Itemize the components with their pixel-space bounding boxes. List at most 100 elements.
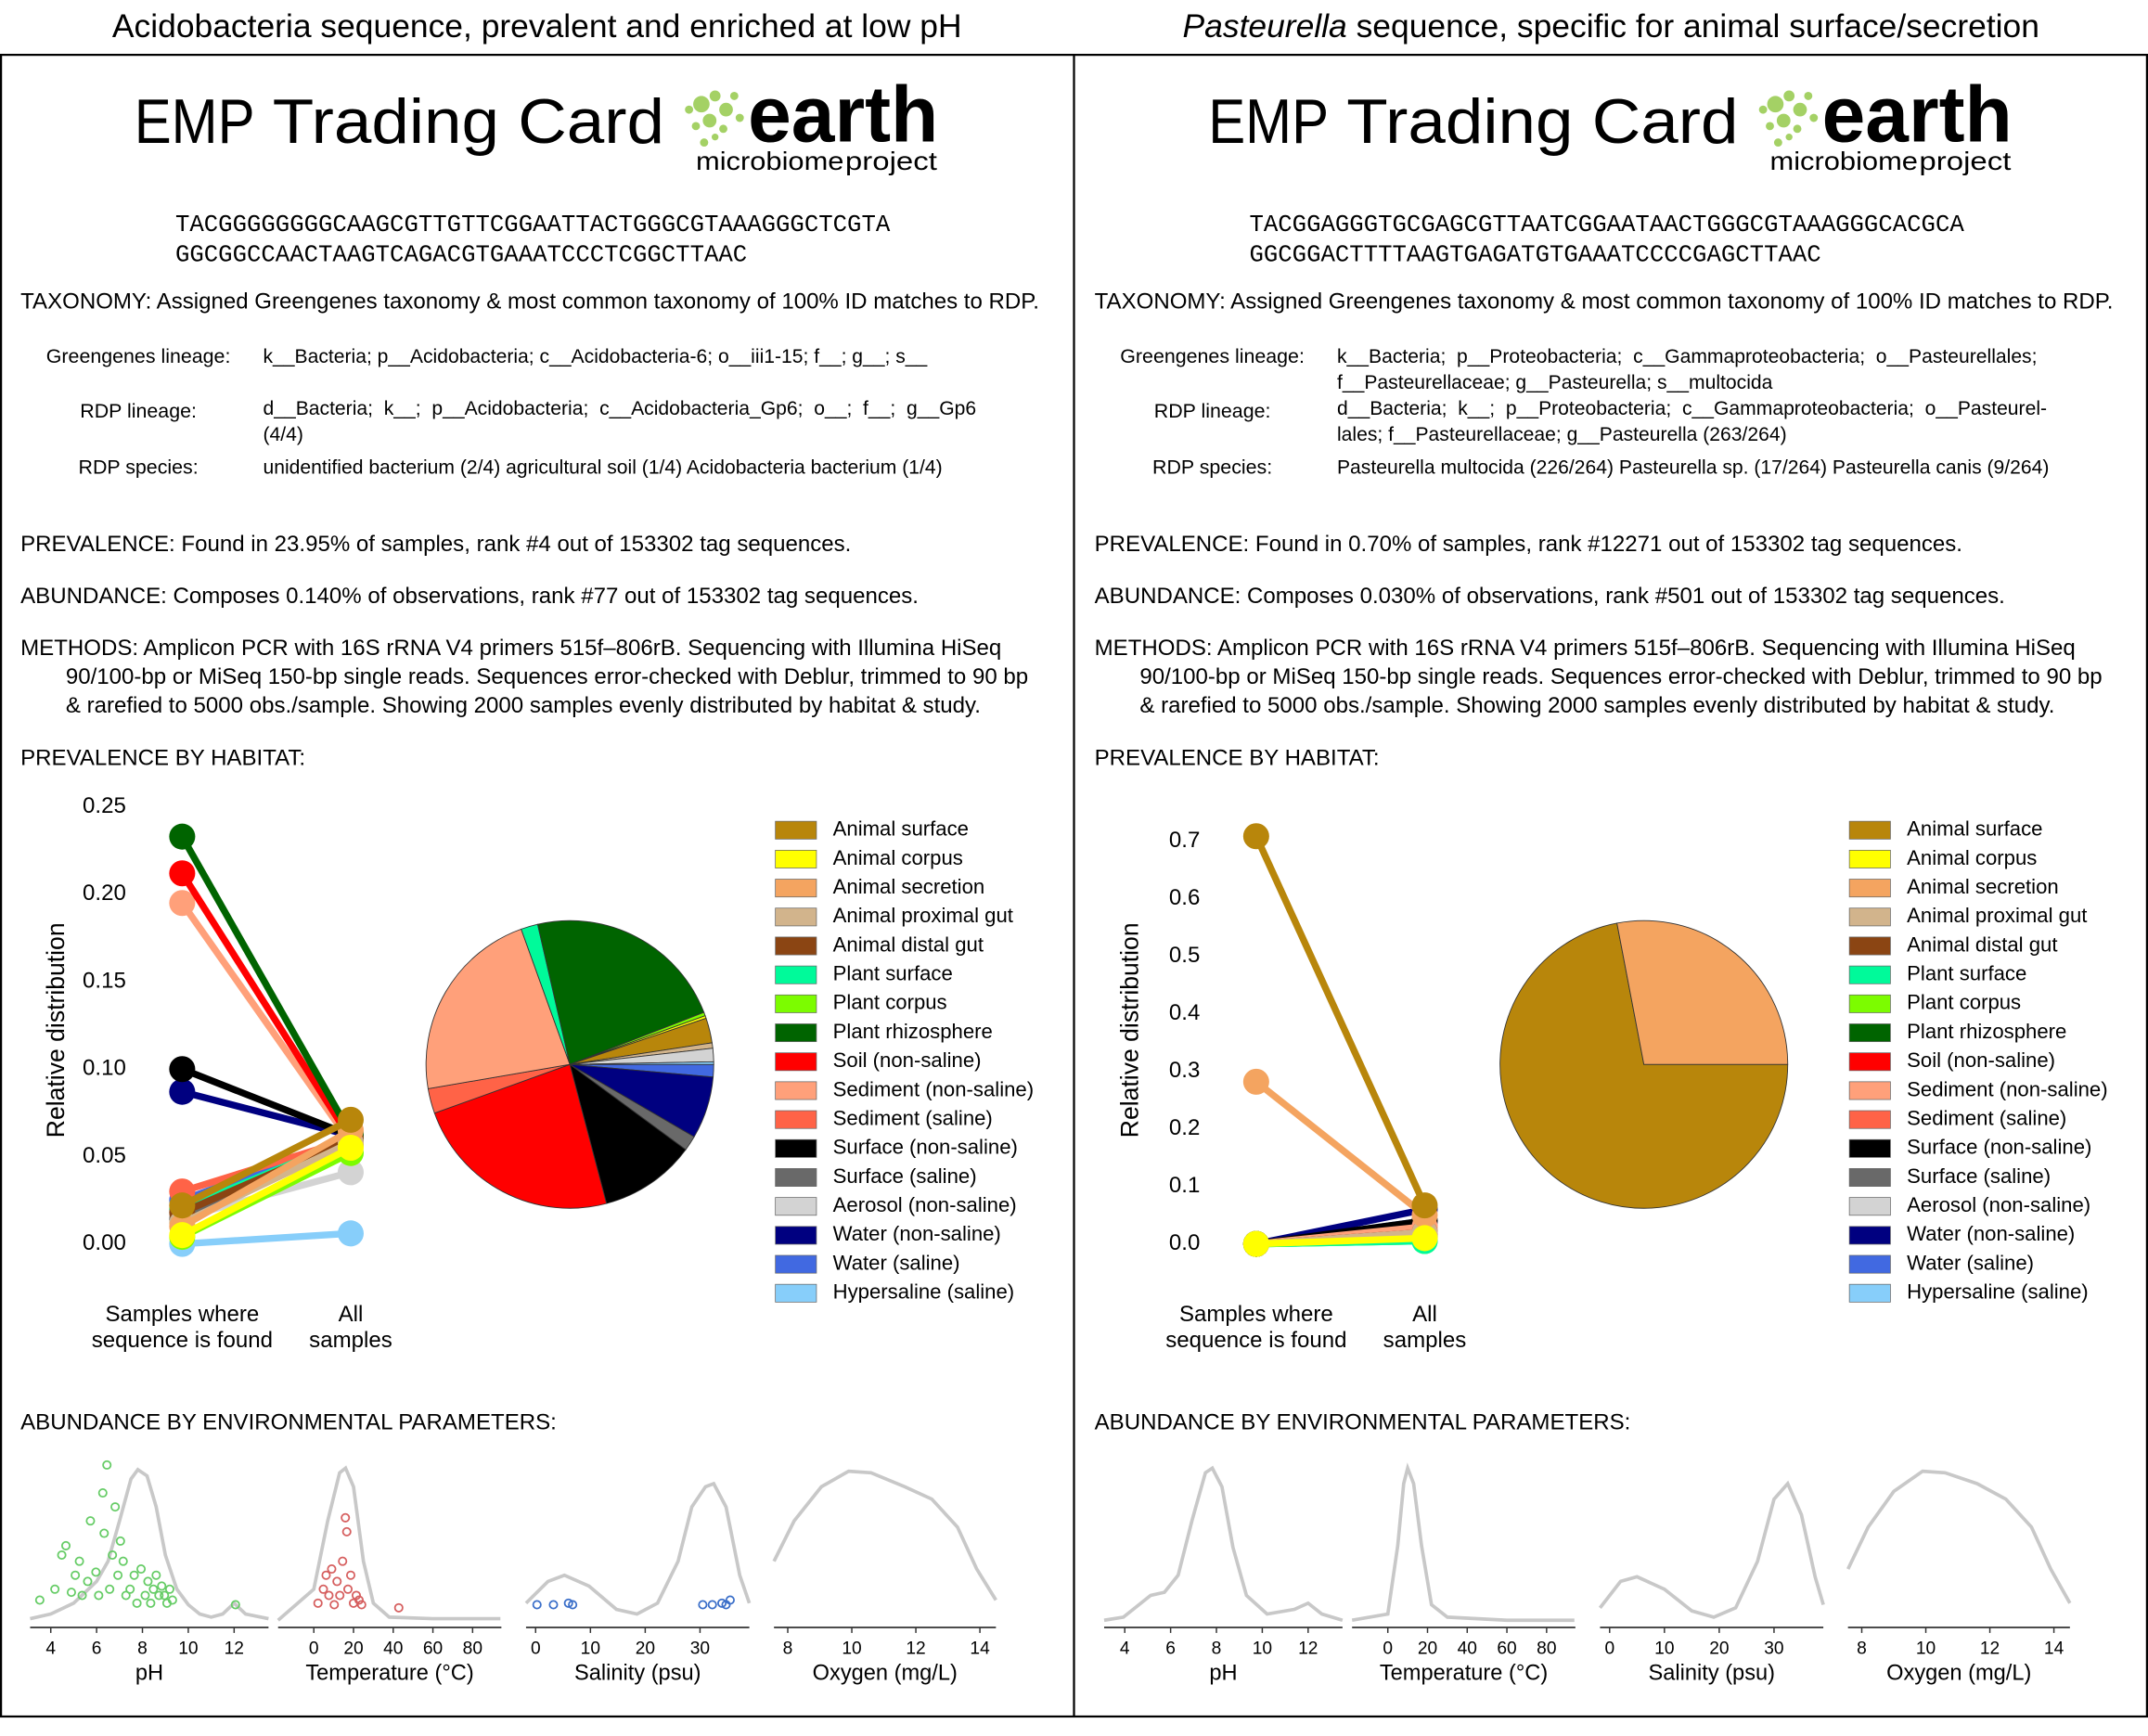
x-tick-label: 30 bbox=[690, 1640, 710, 1659]
abundance-point bbox=[105, 1584, 115, 1594]
legend-swatch bbox=[1848, 820, 1891, 840]
lineage-label: RDP species: bbox=[1152, 457, 1272, 479]
abundance-point bbox=[108, 1550, 118, 1560]
legend-swatch bbox=[1848, 965, 1891, 984]
abundance-point bbox=[717, 1598, 727, 1608]
globe-dot bbox=[1804, 91, 1813, 100]
card: Pasteurella sequence, specific for anima… bbox=[1095, 7, 2114, 1685]
legend-swatch bbox=[775, 820, 817, 840]
lineage-value: (4/4) bbox=[263, 424, 302, 445]
abundance-point bbox=[324, 1590, 334, 1601]
x-tick-label: 4 bbox=[1120, 1640, 1130, 1659]
series-line bbox=[182, 1229, 352, 1248]
legend-swatch bbox=[1848, 1226, 1891, 1245]
abundance-point bbox=[329, 1600, 340, 1610]
lineage-value: lales; f__Pasteurellaceae; g__Pasteurell… bbox=[1337, 424, 1787, 445]
series-marker bbox=[1242, 823, 1269, 850]
series-marker bbox=[169, 1078, 196, 1105]
x-tick-label: Samples where bbox=[1179, 1302, 1333, 1327]
globe-dot bbox=[1783, 90, 1795, 102]
abundance-point bbox=[532, 1600, 542, 1610]
prevalence: PREVALENCE: Found in 0.70% of samples, r… bbox=[1095, 532, 1962, 557]
section-heading: PREVALENCE BY HABITAT: bbox=[20, 745, 305, 770]
x-tick-label: 12 bbox=[225, 1640, 244, 1659]
series-marker bbox=[169, 823, 196, 850]
density-chart: 4 6 8 10 12 pH bbox=[30, 1460, 269, 1685]
x-tick-label: 20 bbox=[1709, 1640, 1729, 1659]
legend-swatch bbox=[1848, 1283, 1891, 1303]
legend-label: Animal surface bbox=[833, 817, 969, 841]
pie-slice bbox=[536, 919, 705, 1065]
x-tick-label: 0 bbox=[1383, 1640, 1393, 1659]
abundance-point bbox=[85, 1516, 96, 1526]
card-heading: Acidobacteria sequence, prevalent and en… bbox=[112, 7, 962, 45]
x-tick-label: 80 bbox=[463, 1640, 482, 1659]
logo-globe bbox=[685, 90, 744, 148]
abundance-point bbox=[707, 1600, 717, 1610]
legend-swatch bbox=[1848, 907, 1891, 927]
abundance-point bbox=[99, 1528, 109, 1538]
legend-label: Water (non-saline) bbox=[1907, 1222, 2075, 1245]
density-chart: 0 10 20 30 Salinity (psu) bbox=[1598, 1480, 1825, 1685]
y-tick-label: 0.2 bbox=[1169, 1115, 1200, 1140]
x-tick-label: 10 bbox=[178, 1640, 198, 1659]
x-tick-label: 20 bbox=[636, 1640, 655, 1659]
lineage-value: d__Bacteria; k__; p__Proteobacteria; c__… bbox=[1337, 398, 2047, 419]
abundance-point bbox=[548, 1600, 559, 1610]
abundance-point bbox=[354, 1595, 365, 1605]
abundance-point bbox=[121, 1590, 131, 1601]
legend-label: Animal surface bbox=[1907, 817, 2042, 841]
globe-dot bbox=[1766, 122, 1774, 131]
legend-label: Water (non-saline) bbox=[833, 1222, 1001, 1245]
x-tick-label: All bbox=[339, 1302, 364, 1327]
legend-label: Animal secretion bbox=[1907, 875, 2059, 898]
x-tick-label: 14 bbox=[970, 1640, 990, 1659]
legend-label: Plant corpus bbox=[833, 991, 947, 1014]
series-marker bbox=[1242, 1230, 1269, 1257]
pie-slice bbox=[1616, 919, 1789, 1065]
legend-swatch bbox=[1848, 1197, 1891, 1216]
x-tick-label: 8 bbox=[137, 1640, 148, 1659]
legend-swatch bbox=[775, 907, 817, 927]
lineage-value: Pasteurella multocida (226/264) Pasteure… bbox=[1337, 457, 2049, 479]
x-axis-label: pH bbox=[1209, 1661, 1237, 1685]
methods-line: METHODS: Amplicon PCR with 16S rRNA V4 p… bbox=[20, 636, 1001, 661]
legend-label: Plant surface bbox=[833, 962, 953, 985]
logo-microbiome: microbiome bbox=[1770, 147, 1918, 175]
legend-swatch bbox=[775, 1283, 817, 1303]
density-curve bbox=[1846, 1469, 2072, 1604]
x-tick-label: sequence is found bbox=[1165, 1328, 1346, 1353]
legend-swatch bbox=[775, 849, 817, 868]
globe-dot bbox=[685, 105, 694, 114]
abundance-point bbox=[91, 1567, 101, 1577]
series-line bbox=[179, 834, 354, 1136]
series-marker bbox=[169, 890, 196, 917]
density-chart: 4 6 8 10 12 pH bbox=[1103, 1465, 1344, 1685]
legend-label: Animal proximal gut bbox=[833, 904, 1013, 927]
heading-part: Pasteurella bbox=[1183, 7, 1347, 45]
methods-line: METHODS: Amplicon PCR with 16S rRNA V4 p… bbox=[1095, 636, 2076, 661]
series-line bbox=[181, 1088, 352, 1139]
section-heading: ABUNDANCE BY ENVIRONMENTAL PARAMETERS: bbox=[1095, 1409, 1631, 1434]
abundance-point bbox=[132, 1598, 142, 1608]
density-curve bbox=[277, 1465, 501, 1622]
legend-swatch bbox=[775, 1168, 817, 1187]
y-tick-label: 0.6 bbox=[1169, 885, 1200, 910]
globe-dot bbox=[700, 138, 709, 148]
pie-slice bbox=[569, 1063, 687, 1204]
logo-microbiome: microbiome bbox=[696, 147, 843, 175]
x-tick-label: sequence is found bbox=[92, 1328, 273, 1353]
legend-label: Plant rhizosphere bbox=[1907, 1020, 2066, 1043]
y-tick-label: 0.1 bbox=[1169, 1173, 1200, 1198]
legend-label: Animal distal gut bbox=[833, 932, 984, 956]
x-tick-label: 6 bbox=[92, 1640, 102, 1659]
abundance: ABUNDANCE: Composes 0.030% of observatio… bbox=[1095, 584, 2005, 609]
prevalence: PREVALENCE: Found in 23.95% of samples, … bbox=[20, 532, 851, 557]
legend-label: Surface (saline) bbox=[1907, 1164, 2051, 1188]
legend-label: Sediment (non-saline) bbox=[1907, 1077, 2107, 1100]
legend-label: Surface (saline) bbox=[833, 1164, 977, 1188]
abundance: ABUNDANCE: Composes 0.140% of observatio… bbox=[20, 584, 919, 609]
legend-swatch bbox=[775, 879, 817, 898]
abundance-point bbox=[74, 1556, 84, 1566]
abundance-point bbox=[341, 1512, 351, 1523]
